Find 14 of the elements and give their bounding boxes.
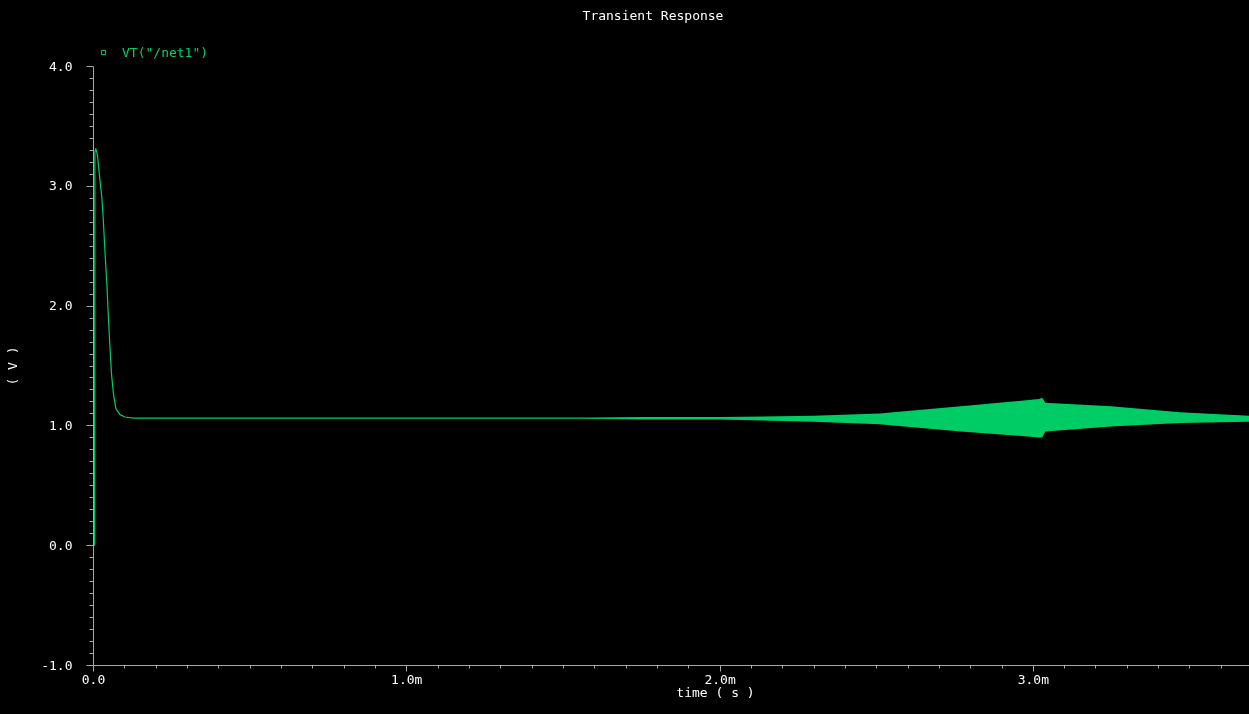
x-axis-title: time ( s ) xyxy=(676,684,755,700)
x-tick-label: 2.0m xyxy=(704,671,736,687)
y-tick-label: 2.0 xyxy=(49,298,73,314)
x-tick-label: 0.0 xyxy=(81,671,106,687)
x-tick-label: 1.0m xyxy=(391,671,423,687)
chart-title: Transient Response xyxy=(582,8,724,23)
y-tick-label: 3.0 xyxy=(49,178,73,194)
y-axis-title: ( V ) xyxy=(4,346,20,386)
y-tick-label: 1.0 xyxy=(49,417,73,433)
y-tick-label: 4.0 xyxy=(49,58,73,74)
x-tick-label: 3.0m xyxy=(1017,671,1050,687)
y-tick-label: 0.0 xyxy=(49,537,73,553)
legend-label: VT("/net1") xyxy=(122,44,209,60)
y-tick-label: -1.0 xyxy=(41,657,73,673)
